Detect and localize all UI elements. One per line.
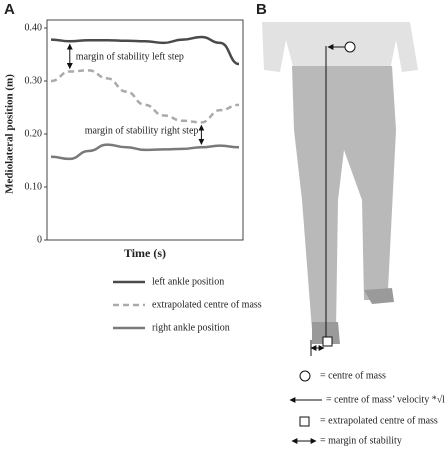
y-tick-label: 0.40 — [25, 22, 43, 33]
plot-frame — [46, 19, 244, 241]
legend-label: right ankle position — [152, 322, 230, 333]
panel-label: A — [4, 1, 15, 18]
x-axis-label: Time (s) — [124, 246, 166, 260]
walker-silhouette — [262, 22, 418, 344]
y-axis-label: Mediolateral position (m) — [4, 74, 16, 194]
xcom-marker — [322, 336, 333, 347]
series-line — [50, 69, 240, 124]
legend-label: left ankle position — [152, 276, 224, 287]
legend-symbol — [299, 416, 310, 427]
legend-text: = centre of mass — [320, 370, 386, 381]
annotation: margin of stability left step — [76, 51, 184, 62]
y-tick-label: 0.10 — [25, 181, 43, 192]
y-tick-label: 0 — [37, 234, 42, 245]
y-tick-label: 0.20 — [25, 128, 43, 139]
diagram-legend: = centre of mass = centre of mass’ veloc… — [289, 370, 445, 446]
series-line — [50, 35, 240, 66]
legend-text: = centre of mass’ velocity *√l/g — [326, 394, 445, 405]
com-marker — [344, 41, 356, 53]
legend-text: = margin of stability — [320, 435, 402, 446]
y-tick-label: 0.30 — [25, 75, 43, 86]
panel-label: B — [256, 1, 267, 18]
annotation: margin of stability right step — [85, 125, 199, 136]
legend-symbol — [299, 370, 311, 382]
legend-text: = extrapolated centre of mass — [320, 415, 438, 426]
legend-label: extrapolated centre of mass — [152, 299, 262, 310]
series-line — [50, 143, 240, 161]
